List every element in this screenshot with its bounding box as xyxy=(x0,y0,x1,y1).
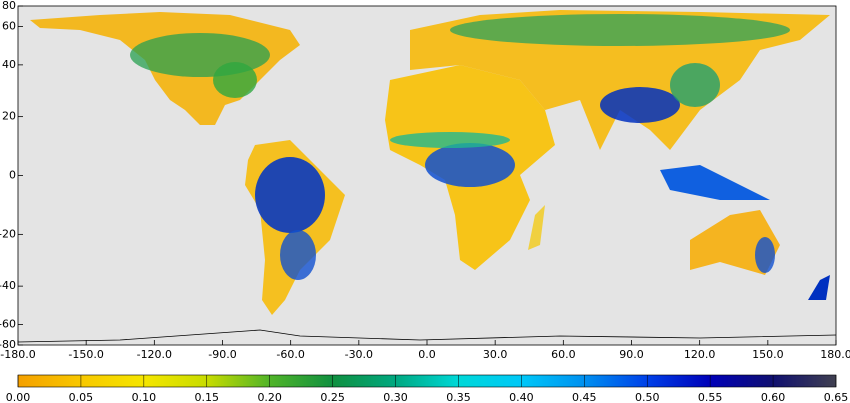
east-asia xyxy=(670,63,720,107)
antarctica-coast xyxy=(18,329,836,343)
colorbar-tick-label: 0.25 xyxy=(320,391,345,403)
colorbar xyxy=(17,374,837,388)
east-australia xyxy=(755,237,775,273)
colorbar-tick-label: 0.05 xyxy=(69,391,94,403)
colorbar-tick-label: 0.00 xyxy=(6,391,31,403)
colorbar-tick-label: 0.15 xyxy=(195,391,220,403)
x-tick-label: -120.0 xyxy=(137,348,172,361)
y-tick-label: -60 xyxy=(0,318,16,331)
y-tick-label: 40 xyxy=(2,58,16,71)
x-tick-label: -90.0 xyxy=(208,348,236,361)
colorbar-tick-label: 0.10 xyxy=(132,391,157,403)
y-tick-label: 60 xyxy=(2,19,16,32)
boreal-eurasia xyxy=(450,14,790,46)
x-tick-label: -180.0 xyxy=(0,348,35,361)
colorbar-tick-label: 0.60 xyxy=(761,391,786,403)
x-tick-label: 30.0 xyxy=(483,348,508,361)
east-na xyxy=(213,62,257,98)
land xyxy=(18,10,836,343)
y-tick-label: 0 xyxy=(9,169,16,182)
y-tick-label: -80 xyxy=(0,338,16,351)
y-tick-label: -20 xyxy=(0,227,16,240)
sahel xyxy=(390,132,510,148)
colorbar-tick-label: 0.45 xyxy=(572,391,597,403)
y-tick-label: 80 xyxy=(2,0,16,12)
colorbar-tick-label: 0.20 xyxy=(257,391,282,403)
y-tick-label: -40 xyxy=(0,279,16,292)
x-tick-label: -150.0 xyxy=(68,348,103,361)
colorbar-tick-label: 0.35 xyxy=(446,391,471,403)
madagascar xyxy=(528,205,545,250)
colorbar-tick-label: 0.55 xyxy=(698,391,723,403)
colorbar-tick-label: 0.30 xyxy=(383,391,408,403)
amazon xyxy=(255,157,325,233)
colorbar-tick-label: 0.65 xyxy=(824,391,849,403)
x-tick-label: -30.0 xyxy=(345,348,373,361)
eurasia xyxy=(410,10,830,150)
x-tick-label: 150.0 xyxy=(752,348,784,361)
y-tick-label: 20 xyxy=(2,110,16,123)
congo xyxy=(425,143,515,187)
colorbar-tick-label: 0.50 xyxy=(635,391,660,403)
new-zealand xyxy=(808,275,830,300)
pampas xyxy=(280,230,316,280)
x-tick-label: -60.0 xyxy=(276,348,304,361)
x-tick-label: 0.0 xyxy=(418,348,436,361)
x-tick-label: 90.0 xyxy=(619,348,644,361)
x-tick-label: 180.0 xyxy=(820,348,850,361)
colorbar-tick-label: 0.40 xyxy=(509,391,534,403)
x-tick-label: 120.0 xyxy=(684,348,716,361)
south-asia xyxy=(600,87,680,123)
indonesia xyxy=(660,165,770,200)
x-tick-label: 60.0 xyxy=(551,348,576,361)
